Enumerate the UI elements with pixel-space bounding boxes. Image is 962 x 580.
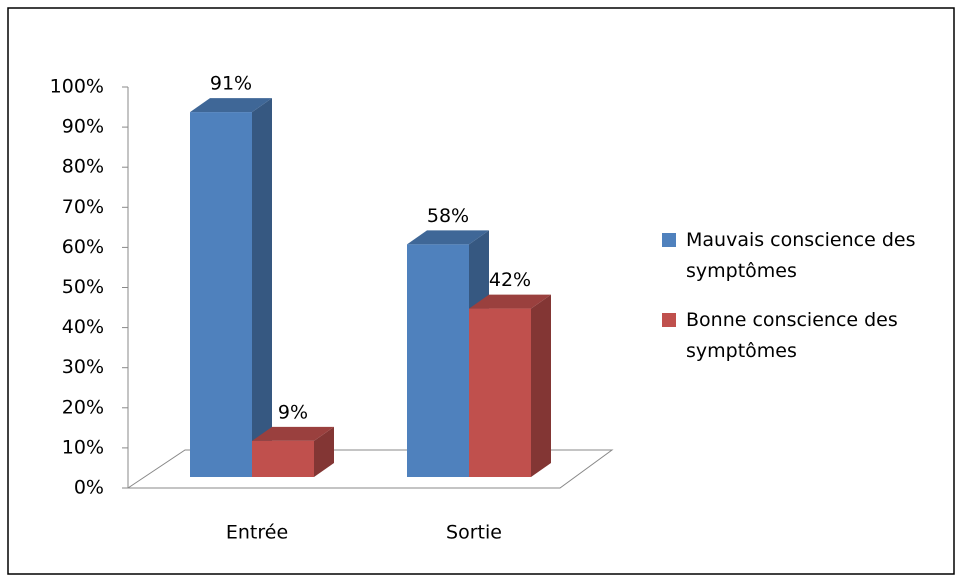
data-label: 91% — [210, 73, 252, 95]
legend-swatch — [662, 313, 676, 327]
y-tick-label: 40% — [62, 316, 104, 338]
data-label: 9% — [278, 401, 308, 423]
bar-top — [469, 294, 551, 309]
y-tick-label: 90% — [62, 116, 104, 138]
bar-top — [407, 230, 489, 245]
data-label: 58% — [427, 205, 469, 227]
y-tick-label: 80% — [62, 156, 104, 178]
legend-label: Bonne conscience des symptômes — [686, 309, 898, 362]
legend-swatch — [662, 233, 676, 247]
y-tick-label: 30% — [62, 356, 104, 378]
y-tick-label: 100% — [50, 76, 104, 98]
bar-side — [314, 426, 334, 477]
y-tick-label: 20% — [62, 396, 104, 418]
bar-side — [252, 98, 272, 477]
bar — [190, 112, 252, 477]
bar-top — [190, 98, 272, 113]
x-tick-label: Sortie — [446, 522, 502, 544]
y-tick-label: 10% — [62, 436, 104, 458]
data-label: 42% — [489, 269, 531, 291]
bar — [469, 308, 531, 477]
y-tick-label: 0% — [74, 477, 104, 499]
bar-top — [252, 426, 334, 441]
legend-item: Mauvais conscience des symptômes — [662, 225, 952, 287]
y-tick-label: 70% — [62, 196, 104, 218]
bar — [407, 244, 469, 477]
x-tick-label: Entrée — [226, 522, 288, 544]
y-tick-label: 50% — [62, 276, 104, 298]
bar-side — [531, 294, 551, 477]
bar — [252, 440, 314, 477]
floor — [126, 449, 614, 489]
y-tick-label: 60% — [62, 236, 104, 258]
frame — [7, 7, 955, 575]
legend-label: Mauvais conscience des symptômes — [686, 229, 916, 282]
legend-item: Bonne conscience des symptômes — [662, 305, 952, 367]
